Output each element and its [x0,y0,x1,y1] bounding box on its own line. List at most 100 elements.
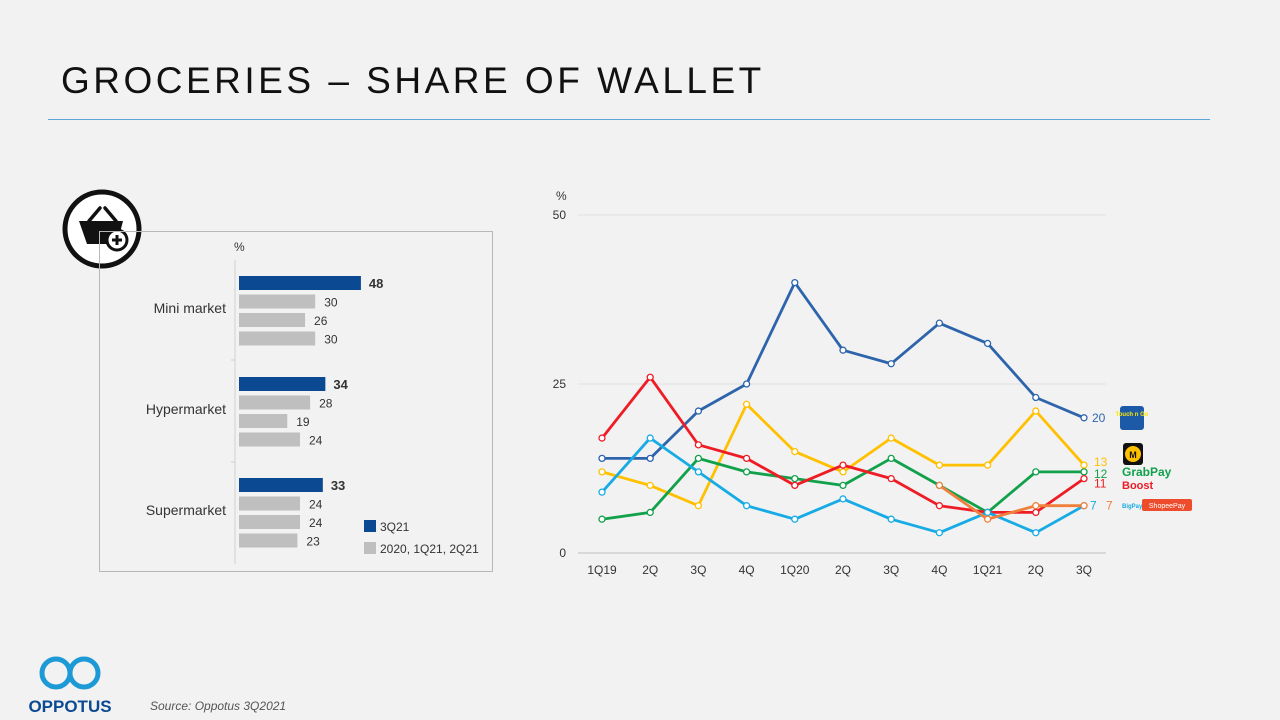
bar-value-label: 26 [314,314,328,328]
data-point [646,373,654,381]
data-point [742,502,751,510]
oppotus-logo: OPPOTUS [28,656,112,716]
data-point [694,441,703,449]
data-point [694,407,703,415]
maybank-logo-mark [1125,446,1141,462]
bigpay-logo: BigPay [1122,504,1143,510]
y-tick-label: 50 [553,208,567,222]
data-point [1032,502,1040,510]
bar-chart-unit-label: % [234,240,245,254]
touchngo-logo-text: Touch n Go [1116,412,1149,418]
data-point [791,278,799,287]
data-point [791,481,799,490]
touchngo-logo [1120,406,1144,430]
grabpay-logo: GrabPay [1122,465,1172,479]
data-point [887,515,895,523]
end-value-label: 20 [1092,411,1106,425]
end-value-label: 11 [1094,477,1107,491]
data-point [694,468,703,476]
data-point [646,481,654,490]
bar-value-label: 34 [333,377,348,392]
data-point [839,346,847,354]
data-point [983,461,992,469]
bar-category-label: Mini market [154,300,226,316]
data-point [598,515,606,523]
data-point [742,454,751,463]
data-point [1032,468,1040,476]
x-tick-label: 2Q [835,563,851,577]
bar-value-label: 24 [309,516,323,530]
data-point [1032,393,1040,402]
data-point [1080,474,1088,483]
bar-value-label: 30 [324,296,338,310]
bar-value-label: 23 [306,535,320,549]
source-note: Source: Oppotus 3Q2021 [150,699,287,713]
bar-3q21 [239,377,326,391]
data-point [742,380,751,388]
data-point [598,434,606,442]
x-tick-label: 3Q [1076,563,1092,577]
bar-1q21 [239,414,288,428]
data-point [935,529,944,537]
data-point [694,454,703,463]
shopping-basket-icon [62,189,142,269]
data-point [983,515,992,523]
data-point [598,488,606,496]
bar-2020 [239,395,311,410]
page-title: GROCERIES – SHARE OF WALLET [61,60,765,101]
data-point [646,454,654,463]
bar-1q21 [239,515,300,529]
data-point [887,434,895,442]
bar-value-label: 28 [319,397,333,411]
oppotus-logo-text: OPPOTUS [28,697,111,716]
x-tick-label: 3Q [883,563,899,577]
end-value-label: 7 [1106,499,1113,513]
x-tick-label: 2Q [642,563,658,577]
x-tick-label: 4Q [931,563,947,577]
bar-3q21 [239,276,361,290]
data-point [839,481,847,490]
share-of-wallet-line-chart: % 0 25 50 1Q19 2Q 3Q 4Q 1Q20 2Q 3Q 4Q 1Q21 2Q 3Q 20 1… [553,189,1192,577]
x-tick-label: 1Q21 [973,563,1003,577]
bar-2q21 [239,432,300,447]
bar-1q21 [239,313,306,327]
shopeepay-logo [1142,499,1192,511]
data-point [598,468,606,476]
y-tick-label: 25 [553,377,567,391]
shopeepay-logo-text: ShopeePay [1149,503,1186,510]
bar-value-label: 19 [296,415,310,429]
data-point [1080,502,1088,510]
data-point [1032,508,1040,517]
end-value-label: 12 [1094,467,1108,481]
x-tick-label: 2Q [1028,563,1044,577]
data-point [887,360,895,368]
data-point [791,515,799,523]
x-tick-label: 3Q [690,563,706,577]
bar-2020 [239,496,300,511]
data-point [598,454,606,463]
data-point [935,502,944,510]
data-point [839,468,847,476]
line-series-0 [602,281,1085,460]
data-point [839,461,847,469]
bar-value-label: 24 [309,434,323,448]
data-point [791,447,799,456]
data-point [983,339,992,348]
data-point [983,508,992,517]
title-divider [48,119,1210,120]
y-tick-label: 0 [559,546,566,560]
bar-category-label: Hypermarket [146,401,226,417]
line-chart-unit-label: % [556,189,567,203]
data-point [646,508,654,517]
bar-value-label: 24 [309,498,323,512]
data-point [646,434,654,442]
data-point [887,474,895,483]
line-series-5 [938,484,1084,521]
end-value-label: 7 [1090,499,1097,513]
data-point [935,461,944,469]
store-type-bar-chart: % Mini market Hypermarket Supermarket 48 30… [146,240,479,564]
data-point [1032,529,1040,537]
bar-3q21 [239,478,323,492]
x-tick-label: 1Q19 [587,563,617,577]
x-tick-label: 1Q20 [780,563,810,577]
